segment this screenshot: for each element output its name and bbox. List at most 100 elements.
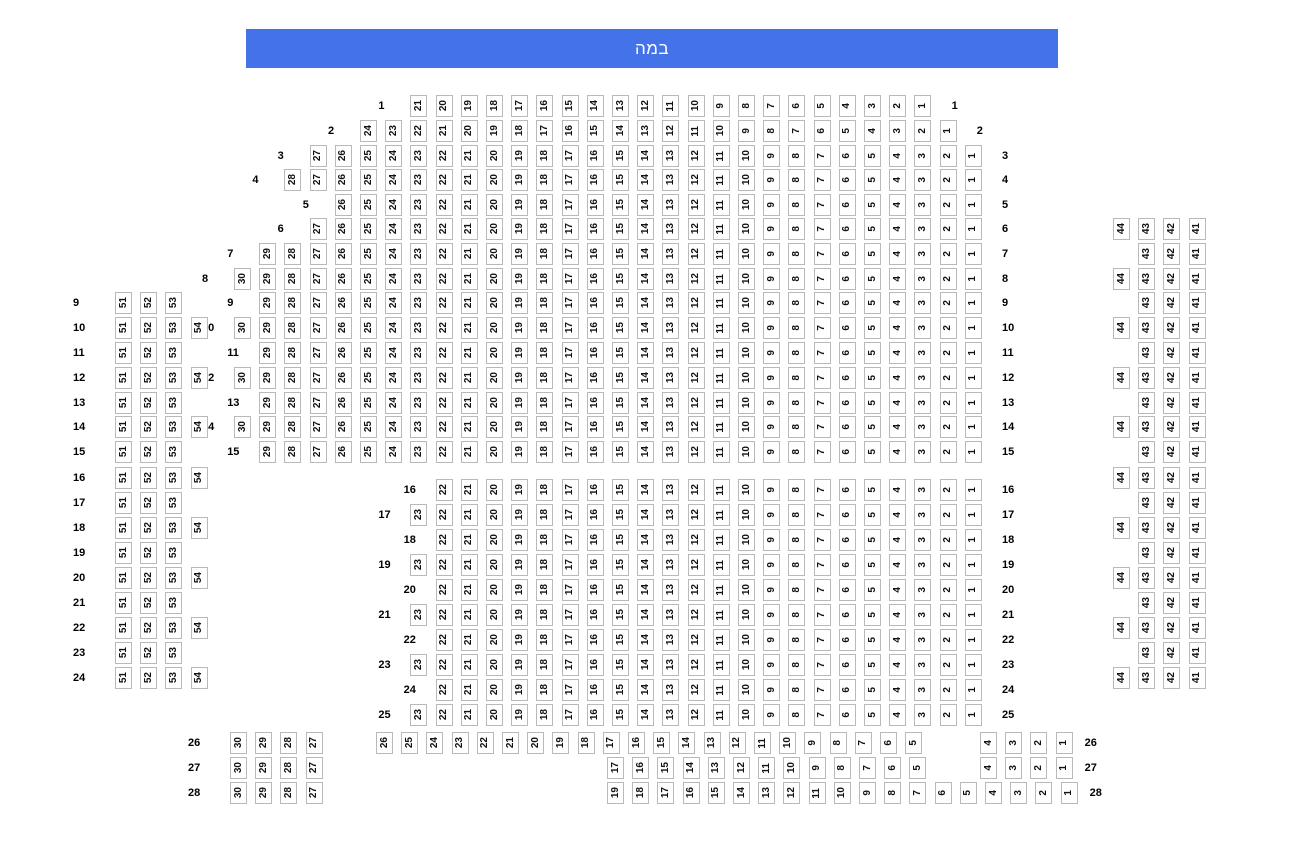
seat[interactable]: 22 — [435, 292, 453, 314]
seat[interactable]: 14 — [637, 416, 655, 438]
seat[interactable]: 5 — [864, 654, 881, 676]
seat[interactable]: 8 — [788, 194, 806, 216]
seat[interactable]: 4 — [889, 679, 907, 701]
seat[interactable]: 3 — [914, 629, 932, 651]
seat[interactable]: 9 — [763, 292, 781, 314]
seat[interactable]: 12 — [687, 504, 705, 526]
seat[interactable]: 13 — [662, 243, 680, 265]
seat[interactable]: 30 — [230, 757, 247, 779]
seat[interactable]: 8 — [788, 392, 806, 414]
seat[interactable]: 53 — [165, 416, 183, 438]
seat[interactable]: 1 — [964, 504, 982, 526]
seat[interactable]: 53 — [165, 292, 183, 314]
seat[interactable]: 6 — [838, 704, 856, 726]
seat[interactable]: 22 — [435, 554, 453, 576]
seat[interactable]: 7 — [813, 145, 831, 167]
seat[interactable]: 43 — [1138, 542, 1156, 564]
seat[interactable]: 17 — [561, 479, 579, 501]
seat[interactable]: 2 — [914, 120, 932, 142]
seat[interactable]: 6 — [838, 145, 856, 167]
seat[interactable]: 28 — [280, 782, 298, 804]
seat[interactable]: 1 — [964, 529, 982, 551]
seat[interactable]: 6 — [813, 120, 831, 142]
seat[interactable]: 10 — [738, 654, 755, 676]
seat[interactable]: 13 — [662, 392, 680, 414]
seat[interactable]: 28 — [284, 342, 302, 364]
seat[interactable]: 13 — [662, 654, 680, 676]
seat[interactable]: 43 — [1138, 492, 1156, 514]
seat[interactable]: 43 — [1138, 617, 1156, 639]
seat[interactable]: 15 — [612, 654, 629, 676]
seat[interactable]: 20 — [486, 504, 503, 526]
seat[interactable]: 54 — [190, 416, 208, 438]
seat[interactable]: 30 — [234, 367, 251, 389]
seat[interactable]: 5 — [864, 218, 881, 240]
seat[interactable]: 20 — [486, 416, 503, 438]
seat[interactable]: 14 — [637, 504, 655, 526]
seat[interactable]: 6 — [934, 782, 952, 804]
seat[interactable]: 5 — [864, 554, 881, 576]
seat[interactable]: 6 — [838, 268, 856, 290]
seat[interactable]: 11 — [712, 342, 730, 364]
seat[interactable]: 1 — [964, 367, 982, 389]
seat[interactable]: 53 — [165, 592, 183, 614]
seat[interactable]: 4 — [889, 268, 907, 290]
seat[interactable]: 6 — [838, 392, 856, 414]
seat[interactable]: 25 — [360, 243, 377, 265]
seat[interactable]: 1 — [964, 268, 982, 290]
seat[interactable]: 1 — [964, 604, 982, 626]
seat[interactable]: 10 — [738, 704, 755, 726]
seat[interactable]: 14 — [637, 292, 655, 314]
seat[interactable]: 14 — [637, 342, 655, 364]
seat[interactable]: 9 — [763, 342, 781, 364]
seat[interactable]: 19 — [511, 579, 529, 601]
seat[interactable]: 11 — [712, 504, 730, 526]
seat[interactable]: 18 — [536, 416, 554, 438]
seat[interactable]: 41 — [1188, 667, 1206, 689]
seat[interactable]: 18 — [536, 441, 554, 463]
seat[interactable]: 24 — [385, 194, 403, 216]
seat[interactable]: 51 — [115, 467, 132, 489]
seat[interactable]: 3 — [914, 604, 932, 626]
seat[interactable]: 20 — [486, 529, 503, 551]
seat[interactable]: 4 — [889, 629, 907, 651]
seat[interactable]: 10 — [779, 732, 797, 754]
seat[interactable]: 7 — [813, 194, 831, 216]
seat[interactable]: 51 — [115, 642, 132, 664]
seat[interactable]: 18 — [536, 317, 554, 339]
seat[interactable]: 10 — [738, 317, 755, 339]
seat[interactable]: 15 — [612, 145, 629, 167]
seat[interactable]: 6 — [884, 757, 902, 779]
seat[interactable]: 11 — [712, 654, 730, 676]
seat[interactable]: 2 — [939, 629, 957, 651]
seat[interactable]: 1 — [964, 679, 982, 701]
seat[interactable]: 5 — [864, 292, 881, 314]
seat[interactable]: 6 — [838, 554, 856, 576]
seat[interactable]: 25 — [360, 392, 377, 414]
seat[interactable]: 21 — [460, 654, 478, 676]
seat[interactable]: 3 — [914, 529, 932, 551]
seat[interactable]: 9 — [763, 604, 781, 626]
seat[interactable]: 43 — [1138, 567, 1156, 589]
seat[interactable]: 6 — [838, 194, 856, 216]
seat[interactable]: 13 — [758, 782, 776, 804]
seat[interactable]: 7 — [813, 554, 831, 576]
seat[interactable]: 16 — [586, 604, 604, 626]
seat[interactable]: 2 — [939, 392, 957, 414]
seat[interactable]: 17 — [561, 604, 579, 626]
seat[interactable]: 13 — [662, 145, 680, 167]
seat[interactable]: 26 — [334, 194, 352, 216]
seat[interactable]: 9 — [763, 654, 781, 676]
seat[interactable]: 4 — [889, 554, 907, 576]
seat[interactable]: 9 — [763, 367, 781, 389]
seat[interactable]: 11 — [662, 95, 680, 117]
seat[interactable]: 53 — [165, 617, 183, 639]
seat[interactable]: 41 — [1188, 243, 1206, 265]
seat[interactable]: 53 — [165, 642, 183, 664]
seat[interactable]: 14 — [682, 757, 700, 779]
seat[interactable]: 6 — [838, 629, 856, 651]
seat[interactable]: 14 — [637, 367, 655, 389]
seat[interactable]: 9 — [763, 441, 781, 463]
seat[interactable]: 23 — [410, 218, 428, 240]
seat[interactable]: 14 — [637, 194, 655, 216]
